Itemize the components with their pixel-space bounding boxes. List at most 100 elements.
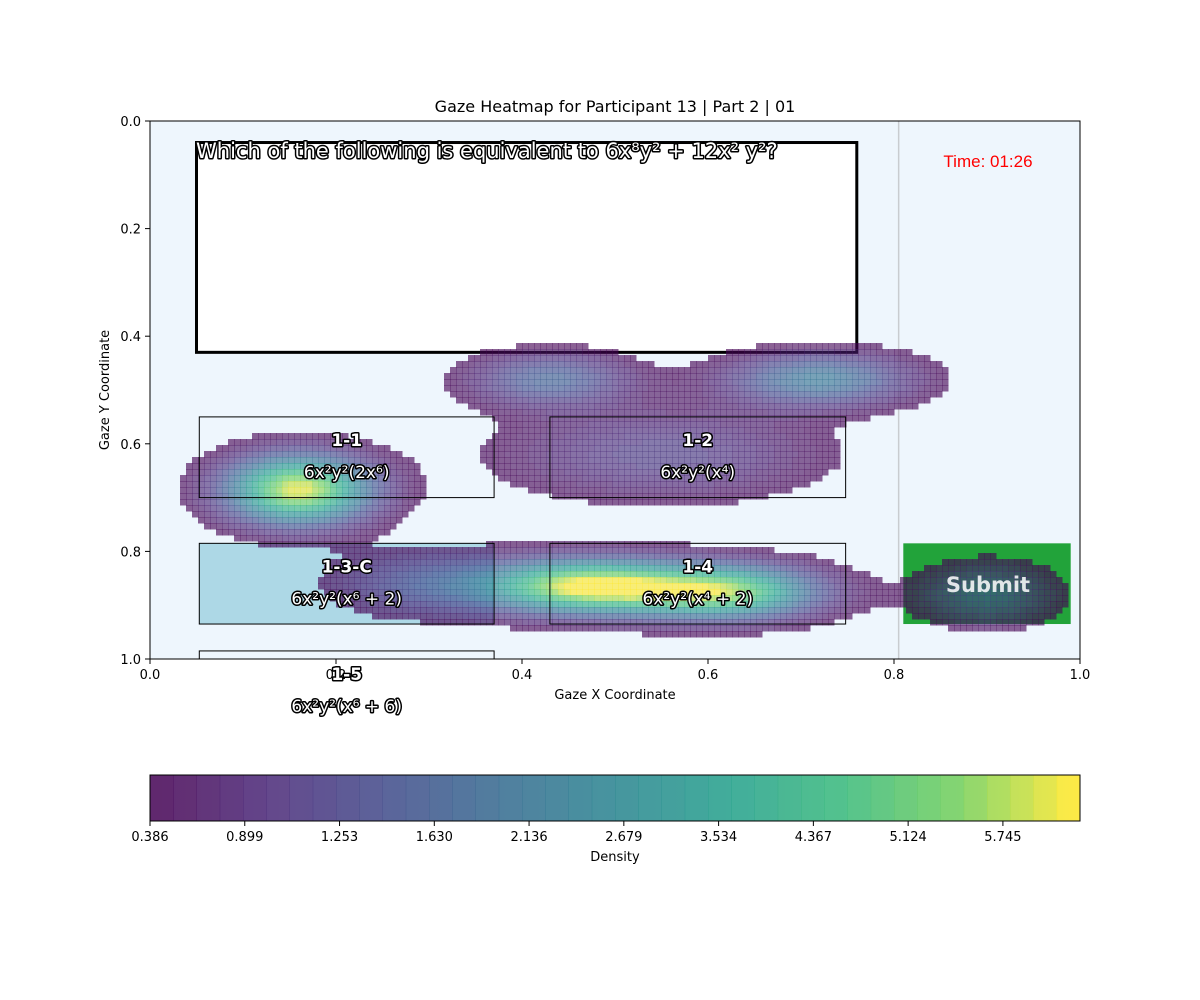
density-cell <box>408 475 415 482</box>
density-cell <box>438 595 445 602</box>
density-cell <box>468 595 475 602</box>
density-cell <box>630 373 637 380</box>
density-cell <box>810 403 817 410</box>
density-cell <box>786 367 793 374</box>
density-cell <box>1014 619 1021 626</box>
density-cell <box>480 565 487 572</box>
density-cell <box>708 613 715 620</box>
density-cell <box>834 379 841 386</box>
density-cell <box>528 379 535 386</box>
density-cell <box>948 565 955 572</box>
option-box[interactable] <box>198 416 495 499</box>
density-cell <box>582 451 589 458</box>
density-cell <box>792 481 799 488</box>
density-cell <box>708 595 715 602</box>
density-cell <box>732 427 739 434</box>
submit-label[interactable]: Submit <box>946 573 1030 597</box>
density-cell <box>684 487 691 494</box>
density-cell <box>702 553 709 560</box>
density-cell <box>1050 583 1057 590</box>
option-box[interactable] <box>198 542 495 625</box>
density-cell <box>360 439 367 446</box>
density-cell <box>1014 613 1021 620</box>
density-cell <box>582 553 589 560</box>
density-cell <box>1008 589 1015 596</box>
density-cell <box>294 469 301 476</box>
density-cell <box>234 493 241 500</box>
density-cell <box>990 589 997 596</box>
density-cell <box>822 601 829 608</box>
density-cell <box>930 565 937 572</box>
density-cell <box>612 379 619 386</box>
density-cell <box>768 547 775 554</box>
density-cell <box>582 613 589 620</box>
density-cell <box>630 577 637 584</box>
density-cell <box>210 463 217 470</box>
density-cell <box>822 559 829 566</box>
density-cell <box>618 475 625 482</box>
density-cell <box>474 361 481 368</box>
density-cell <box>618 607 625 614</box>
density-cell <box>546 403 553 410</box>
density-cell <box>954 601 961 608</box>
density-cell <box>738 451 745 458</box>
density-cell <box>528 487 535 494</box>
density-cell <box>450 553 457 560</box>
option-box[interactable] <box>198 650 495 732</box>
density-cell <box>780 439 787 446</box>
option-box[interactable] <box>549 542 847 625</box>
density-cell <box>852 367 859 374</box>
density-cell <box>792 445 799 452</box>
density-cell <box>912 589 919 596</box>
density-cell <box>498 619 505 626</box>
density-cell <box>696 409 703 416</box>
density-cell <box>684 547 691 554</box>
density-cell <box>432 619 439 626</box>
density-cell <box>696 553 703 560</box>
density-cell <box>264 439 271 446</box>
density-cell <box>816 355 823 362</box>
density-cell <box>786 385 793 392</box>
density-cell <box>846 583 853 590</box>
density-cell <box>450 601 457 608</box>
density-cell <box>564 481 571 488</box>
density-cell <box>624 451 631 458</box>
density-cell <box>804 601 811 608</box>
density-cell <box>804 595 811 602</box>
density-cell <box>678 493 685 500</box>
density-cell <box>312 529 319 536</box>
density-cell <box>618 589 625 596</box>
density-cell <box>324 517 331 524</box>
density-cell <box>756 397 763 404</box>
density-cell <box>876 355 883 362</box>
density-cell <box>630 421 637 428</box>
density-cell <box>612 451 619 458</box>
density-cell <box>816 469 823 476</box>
density-cell <box>366 505 373 512</box>
density-cell <box>906 577 913 584</box>
option-box[interactable] <box>549 416 847 499</box>
density-cell <box>780 361 787 368</box>
density-cell <box>330 505 337 512</box>
density-cell <box>402 607 409 614</box>
density-cell <box>858 367 865 374</box>
density-cell <box>648 481 655 488</box>
density-cell <box>582 595 589 602</box>
density-cell <box>720 439 727 446</box>
density-cell <box>690 361 697 368</box>
density-cell <box>552 457 559 464</box>
density-cell <box>540 541 547 548</box>
density-cell <box>786 601 793 608</box>
density-cell <box>570 421 577 428</box>
density-cell <box>846 613 853 620</box>
density-cell <box>732 355 739 362</box>
density-cell <box>690 475 697 482</box>
density-cell <box>564 445 571 452</box>
density-cell <box>684 421 691 428</box>
density-cell <box>786 553 793 560</box>
option-text-label: 6x²y²(x⁴) <box>660 463 735 483</box>
density-cell <box>324 457 331 464</box>
density-cell <box>1050 577 1057 584</box>
density-cell <box>252 463 259 470</box>
density-cell <box>360 499 367 506</box>
